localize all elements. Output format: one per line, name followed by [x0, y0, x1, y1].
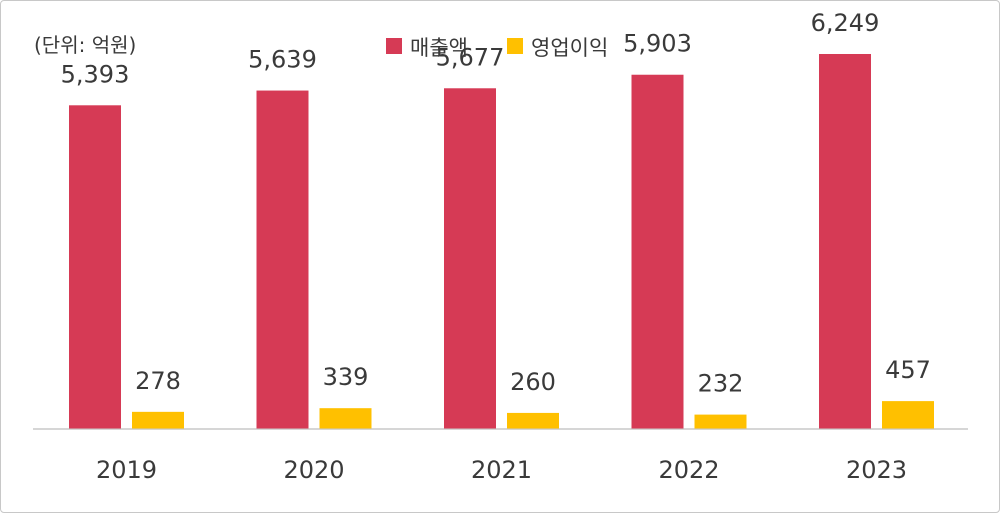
legend: 매출액 영업이익 [386, 36, 608, 60]
legend-swatch-sales [386, 38, 402, 54]
data-label-sales-2021: 5,677 [436, 43, 505, 71]
data-label-operating-profit-2022: 232 [698, 370, 744, 398]
x-tick-2020: 2020 [283, 456, 344, 484]
bar-operating-profit-2019 [132, 411, 184, 429]
bar-sales-2022 [631, 74, 684, 429]
bar-sales-2020 [256, 90, 309, 429]
data-label-operating-profit-2020: 339 [323, 363, 369, 391]
bars-group: 5,393 278 2019 5,639 339 2020 5,677 260 2021 5,90… [61, 9, 934, 484]
data-label-operating-profit-2021: 260 [510, 368, 556, 396]
data-label-sales-2023: 6,249 [811, 9, 880, 37]
bar-operating-profit-2022 [694, 414, 747, 429]
x-tick-2021: 2021 [471, 456, 532, 484]
bar-sales-2019 [69, 105, 121, 429]
bar-sales-2021 [444, 88, 496, 429]
data-label-sales-2020: 5,639 [248, 46, 317, 74]
data-label-sales-2019: 5,393 [61, 60, 130, 88]
unit-label: (단위: 억원) [34, 33, 136, 57]
data-label-sales-2022: 5,903 [623, 30, 692, 58]
legend-label-sales: 매출액 [410, 36, 468, 60]
x-tick-2023: 2023 [846, 456, 907, 484]
data-label-operating-profit-2019: 278 [135, 367, 181, 395]
data-label-operating-profit-2023: 457 [885, 356, 931, 384]
bar-operating-profit-2020 [319, 408, 372, 429]
legend-label-operating-profit: 영업이익 [531, 36, 608, 60]
x-tick-2022: 2022 [658, 456, 719, 484]
bar-sales-2023 [819, 53, 871, 429]
bar-operating-profit-2021 [507, 412, 559, 429]
legend-swatch-operating-profit [507, 38, 523, 54]
x-tick-2019: 2019 [96, 456, 157, 484]
bar-operating-profit-2023 [882, 401, 934, 429]
